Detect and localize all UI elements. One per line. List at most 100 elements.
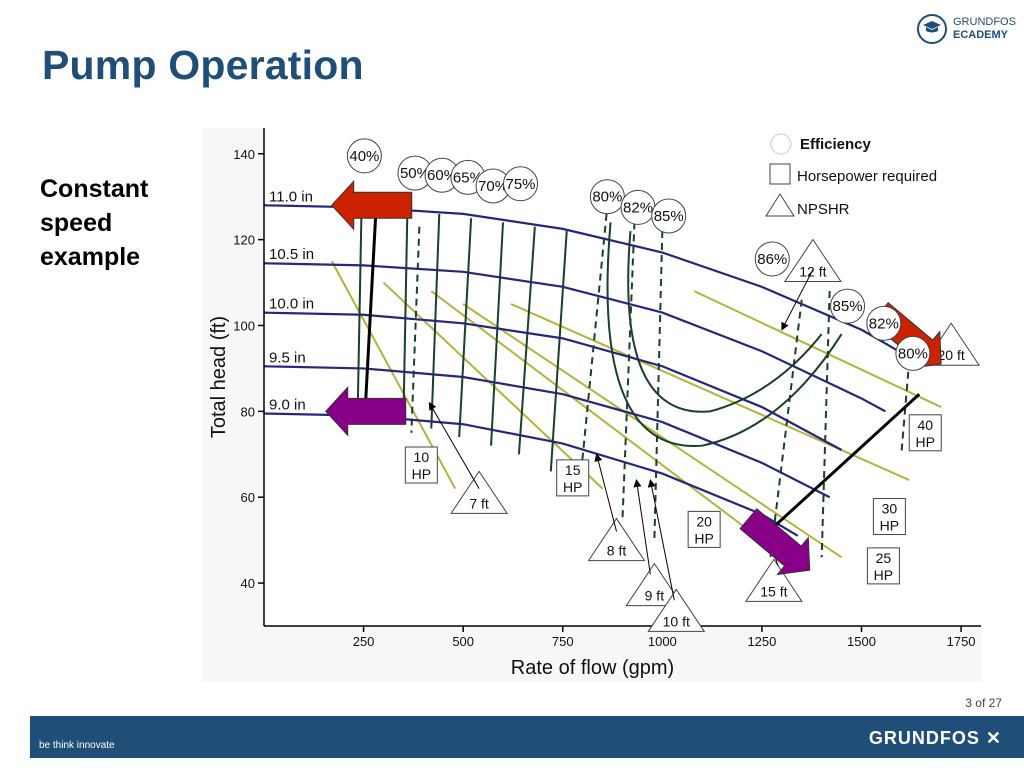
page-title: Pump Operation [42,42,364,88]
efficiency-line [458,218,473,438]
npshr-line [820,291,831,558]
x-axis-label: Rate of flow (gpm) [511,657,674,679]
y-tick-label: 100 [233,318,255,333]
horsepower-box [866,547,900,585]
efficiency-line [402,209,409,420]
impeller-label-bg [267,244,323,263]
grundfos-logo: GRUNDFOS ✕ [869,728,1002,749]
legend-circle-icon [770,133,792,155]
impeller-curve [263,262,886,413]
ecademy-logo: GRUNDFOS ECADEMY [917,12,1017,48]
horsepower-box [556,459,590,497]
x-tick-label: 1250 [747,634,776,649]
graduation-cap-icon [917,14,947,44]
impeller-label-bg [267,394,323,413]
npshr-label: 12 ft [799,264,826,280]
x-tick-label: 750 [552,634,574,649]
subtitle-line: speed [40,209,113,237]
efficiency-label: 85% [833,298,863,315]
operating-line [762,393,921,537]
footer-bar: be think innovate GRUNDFOS ✕ [30,716,1024,758]
y-tick-label: 40 [241,576,255,591]
efficiency-label: 80% [592,189,622,206]
efficiency-label: 50% [400,165,430,182]
subtitle-line: Constant [40,175,149,203]
npshr-label: 8 ft [607,543,627,559]
horsepower-label: HP [880,518,899,534]
logo-line-2: ECADEMY [953,29,1009,41]
npshr-label: 9 ft [645,588,665,604]
pointer-arrow [594,453,618,532]
impeller-curve-label: 9.5 in [269,349,306,366]
grundfos-x-icon: ✕ [985,728,1002,748]
efficiency-circle [830,288,866,324]
operating-line [364,218,378,403]
impeller-curve [263,311,843,451]
npshr-label: 20 ft [938,347,965,363]
horsepower-line [510,303,910,481]
npshr-triangle [587,517,646,562]
direction-arrow [739,508,811,576]
legend-square-icon [769,163,791,185]
npshr-triangle [647,588,706,632]
horsepower-box [908,414,942,452]
y-tick-label: 60 [241,490,255,505]
npshr-line [900,359,911,455]
efficiency-circle [651,198,687,234]
page-number: 3 of 27 [965,696,1002,710]
efficiency-label: 75% [506,176,536,193]
impeller-curve-label: 10.5 in [269,246,314,263]
pump-curve-svg: 11.0 in 10.5 in 10.0 in 9.5 in 9.0 in 250 500… [203,128,981,682]
npshr-label: 15 ft [760,583,787,599]
horsepower-box [404,446,438,484]
footer-tagline: be think innovate [39,740,115,751]
horsepower-line [382,281,604,490]
impeller-label-bg [267,186,323,205]
pointer-arrow [633,479,651,575]
horsepower-label: 30 [882,501,898,517]
npshr-line [621,222,636,519]
x-tick-label: 250 [353,634,375,649]
npshr-triangle [744,558,803,602]
impeller-curve-label: 9.0 in [269,396,306,413]
impeller-label-bg [267,293,323,312]
efficiency-loop [627,230,823,413]
impeller-curve-label: 10.0 in [269,296,314,313]
npshr-label: 7 ft [469,495,489,511]
horsepower-line [430,290,763,541]
horsepower-label: 20 [696,513,712,529]
efficiency-line [549,230,568,472]
pointer-arrow [781,269,814,331]
horsepower-label: HP [874,567,893,583]
direction-arrow [325,386,407,437]
horsepower-label: 25 [876,550,892,566]
efficiency-line [490,222,504,446]
efficiency-label: 86% [757,251,787,268]
logo-line-1: GRUNDFOS [953,16,1016,28]
efficiency-circle [346,138,382,174]
horsepower-line [693,290,942,408]
efficiency-label: 40% [349,148,379,165]
pointer-arrow [647,479,675,601]
efficiency-label: 65% [453,169,483,186]
horsepower-box [687,510,721,548]
npshr-line [768,299,803,562]
efficiency-line [356,205,363,416]
x-tick-label: 1500 [847,634,876,649]
legend-label: Horsepower required [797,168,937,185]
efficiency-label: 82% [623,199,653,216]
legend-label: NPSHR [797,201,850,218]
brand-text: GRUNDFOS [868,728,980,748]
y-axis-label: Total head (ft) [208,316,230,438]
npshr-label: 10 ft [663,613,690,629]
npshr-triangle [450,470,509,514]
efficiency-label: 70% [478,178,508,195]
efficiency-circle [503,166,539,202]
npshr-triangle [625,562,684,607]
impeller-label-bg [267,347,323,366]
impeller-curve-label: 11.0 in [269,188,313,205]
y-tick-label: 80 [241,404,255,419]
horsepower-label: 40 [917,417,933,433]
x-tick-label: 1750 [947,634,976,649]
npshr-line [410,226,421,433]
